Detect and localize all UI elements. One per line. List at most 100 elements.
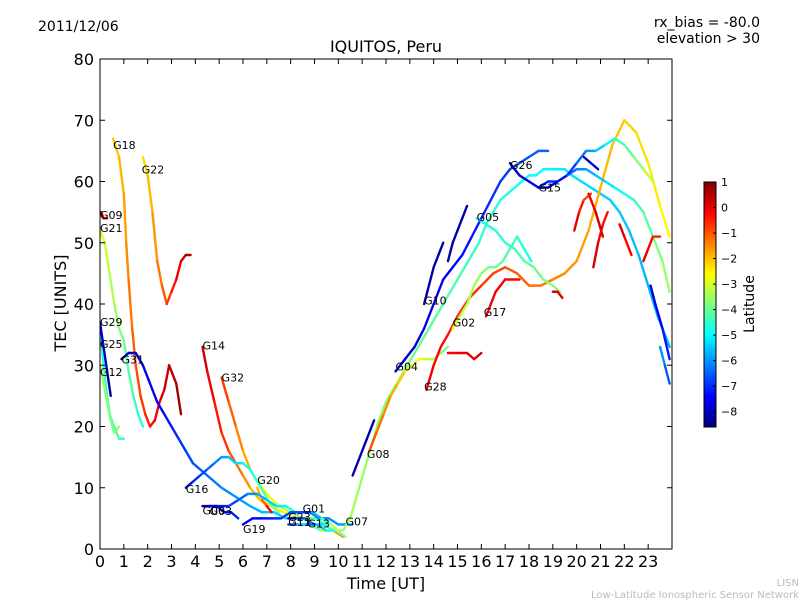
series-segment	[611, 119, 626, 146]
y-tick-label: 80	[74, 50, 94, 69]
series-segment	[582, 155, 593, 165]
series-segment	[227, 455, 238, 465]
series-segment	[167, 364, 178, 385]
y-tick-label: 40	[74, 295, 94, 314]
series-segment	[420, 327, 431, 342]
series-segment	[220, 486, 233, 496]
series-segment	[580, 180, 593, 189]
colorbar-tick-label: −5	[721, 329, 737, 342]
colorbar-bar	[703, 181, 717, 428]
series-segment	[439, 333, 450, 349]
series-segment	[113, 302, 121, 330]
series-label-G09: G09	[100, 209, 123, 222]
series-segment	[573, 210, 581, 232]
series-segment	[477, 223, 488, 244]
series-label-G29: G29	[100, 316, 123, 329]
series-segment	[270, 504, 280, 514]
colorbar-tick-label: −2	[721, 253, 737, 266]
date-label: 2011/12/06	[38, 19, 119, 35]
series-segment	[434, 302, 445, 318]
y-tick-label: 10	[74, 479, 94, 498]
series-segment	[651, 235, 664, 263]
series-segment	[489, 290, 497, 306]
series-segment	[646, 235, 655, 251]
series-segment	[480, 266, 490, 275]
series-segment	[649, 284, 657, 306]
series-segment	[499, 278, 507, 287]
colorbar-tick-label: −1	[721, 227, 737, 240]
series-segment	[623, 143, 636, 159]
x-tick-label: 10	[328, 552, 348, 571]
series-segment	[570, 174, 583, 183]
series-label-G31: G31	[121, 354, 144, 367]
series-segment	[256, 492, 269, 502]
series-segment	[241, 462, 252, 471]
x-tick-label: 12	[376, 552, 396, 571]
series-label-G15: G15	[539, 182, 562, 195]
y-tick-label: 30	[74, 356, 94, 375]
series-segment	[422, 302, 435, 330]
series-segment	[141, 155, 149, 177]
series-segment	[320, 517, 333, 526]
series-segment	[432, 253, 440, 269]
series-segment	[406, 351, 416, 367]
series-segment	[461, 204, 469, 220]
series-G07	[341, 168, 671, 532]
series-segment	[632, 198, 645, 214]
series-segment	[456, 266, 466, 281]
series-label-G05: G05	[477, 211, 500, 224]
series-segment	[508, 161, 521, 171]
series-segment	[492, 198, 502, 214]
series-segment	[635, 131, 650, 165]
series-segment	[449, 278, 459, 293]
series-track-36	[658, 345, 671, 385]
series-segment	[403, 345, 416, 361]
x-tick-label: 13	[400, 552, 420, 571]
x-tick-label: 17	[495, 552, 515, 571]
series-segment	[589, 161, 600, 171]
x-tick-label: 19	[543, 552, 563, 571]
series-label-G01: G01	[303, 503, 326, 516]
series-segment	[604, 180, 616, 189]
series-segment	[534, 168, 545, 177]
series-segment	[227, 498, 240, 508]
series-segment	[356, 468, 366, 496]
x-tick-label: 3	[166, 552, 176, 571]
series-segment	[165, 290, 173, 306]
series-segment	[422, 284, 431, 306]
x-tick-label: 11	[352, 552, 372, 571]
series-track-35	[649, 284, 671, 361]
series-G20	[256, 486, 273, 514]
series-segment	[191, 462, 202, 471]
series-segment	[265, 504, 273, 514]
series-segment	[599, 192, 612, 202]
x-tick-label: 0	[95, 552, 105, 571]
series-segment	[375, 413, 385, 434]
elevation-label: elevation > 30	[657, 31, 760, 47]
series-segment	[368, 431, 378, 453]
series-label-G14: G14	[202, 340, 225, 353]
colorbar-label: Latitude	[742, 275, 758, 333]
series-segment	[642, 210, 655, 238]
series-segment	[134, 364, 142, 398]
series-segment	[413, 327, 426, 349]
series-segment	[265, 498, 278, 508]
series-segment	[279, 511, 292, 520]
series-segment	[458, 302, 469, 318]
series-segment	[632, 155, 645, 171]
series-segment	[523, 247, 533, 263]
series-segment	[229, 511, 240, 520]
series-segment	[642, 168, 655, 183]
series-segment	[577, 198, 586, 214]
series-segment	[506, 186, 516, 195]
series-segment	[179, 253, 188, 263]
series-segment	[170, 278, 178, 293]
series-segment	[556, 174, 569, 183]
series-segment	[618, 210, 631, 232]
series-segment	[234, 462, 245, 477]
colorbar-tick-label: 0	[721, 202, 728, 215]
x-tick-label: 1	[119, 552, 129, 571]
series-segment	[108, 272, 116, 306]
series-segment	[237, 492, 249, 502]
series-segment	[351, 455, 361, 477]
